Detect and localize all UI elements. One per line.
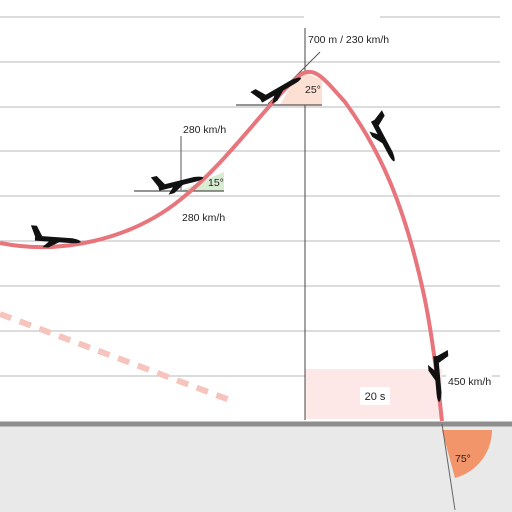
impact-speed-label-bg [446, 372, 492, 390]
altitude-gridlines [0, 16, 500, 377]
duration-label-bg [360, 387, 390, 405]
flight-path [0, 69, 444, 422]
ground-area [0, 424, 512, 512]
aircraft-icon [250, 77, 302, 104]
duration-label: 20 s [365, 391, 386, 403]
impact-speed-label: 450 km/h [448, 376, 491, 388]
apex-angle-label: 25° [305, 84, 321, 96]
impact-reference-line [441, 423, 456, 511]
climb-speed-label-bg [176, 208, 224, 225]
climb-speed-label-top: 280 km/h [183, 124, 226, 136]
impact-angle-label: 75° [455, 453, 471, 465]
hypothetical-dashed-path [0, 311, 237, 405]
apex-altitude-speed-label: 700 m / 230 km/h [308, 34, 389, 46]
aircraft-icon [150, 175, 204, 195]
impact-angle-wedge [442, 430, 492, 478]
aircraft-icon [427, 350, 449, 402]
aircraft-icon [30, 225, 81, 248]
aircraft-icon [369, 110, 395, 162]
climb-speed-label-bottom: 280 km/h [182, 212, 225, 224]
climb-angle-label: 15° [208, 177, 224, 189]
apex-angle-wedge [280, 70, 322, 105]
